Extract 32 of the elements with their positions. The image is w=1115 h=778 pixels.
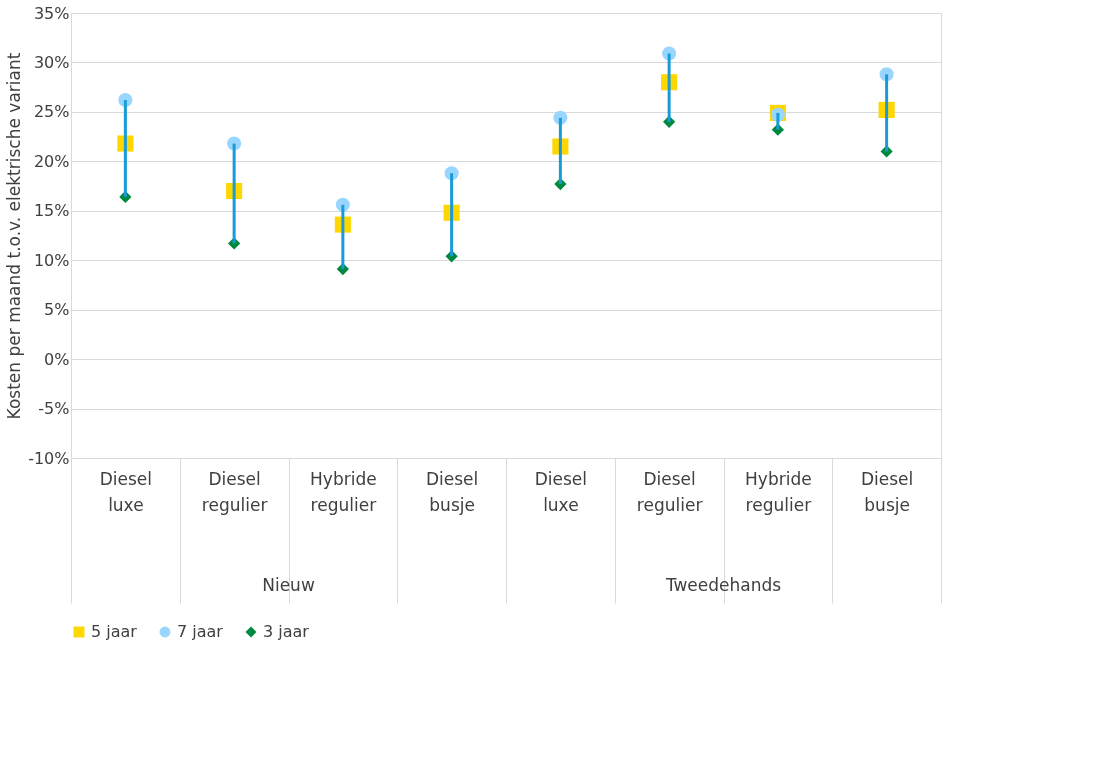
legend-label: 7 jaar (177, 622, 224, 641)
text: Nieuw (262, 575, 315, 595)
bar (558, 117, 562, 185)
x-tick-label: Diesel regulier (636, 468, 703, 515)
bar (123, 100, 127, 197)
legend-label: 5 jaar (91, 622, 138, 641)
bar (450, 173, 454, 257)
text: Tweedehands (664, 575, 782, 595)
x-tick-label: Diesel luxe (99, 468, 153, 515)
x-tick-label: Diesel regulier (201, 468, 268, 515)
bar (667, 53, 671, 122)
y-tick-label: 15% (33, 201, 70, 221)
y-tick-label: 0% (44, 349, 70, 369)
x-tick-label: Diesel busje (860, 468, 914, 515)
y-tick-label: 5% (44, 300, 70, 320)
x-tick-label: Hybride regulier (310, 468, 377, 515)
y-tick-label: 35% (33, 3, 70, 23)
y-tick-label: 25% (33, 102, 70, 122)
bar (341, 204, 345, 270)
y-tick-label: -10% (28, 448, 70, 468)
legend-label: 3 jaar (263, 622, 310, 641)
y-tick-label: 30% (33, 52, 70, 72)
y-tick-label: -5% (38, 399, 70, 419)
x-tick-label: Diesel busje (425, 468, 479, 515)
y-tick-label: 10% (33, 250, 70, 270)
y-axis-title: Kosten per maand t.o.v. elektrische variant (4, 52, 25, 420)
y-tick-label: 20% (33, 151, 70, 171)
x-tick-label: Diesel luxe (534, 468, 588, 515)
x-tick-label: Hybride regulier (745, 468, 812, 515)
bar (776, 112, 780, 130)
bar (232, 143, 236, 244)
bar (885, 74, 889, 152)
